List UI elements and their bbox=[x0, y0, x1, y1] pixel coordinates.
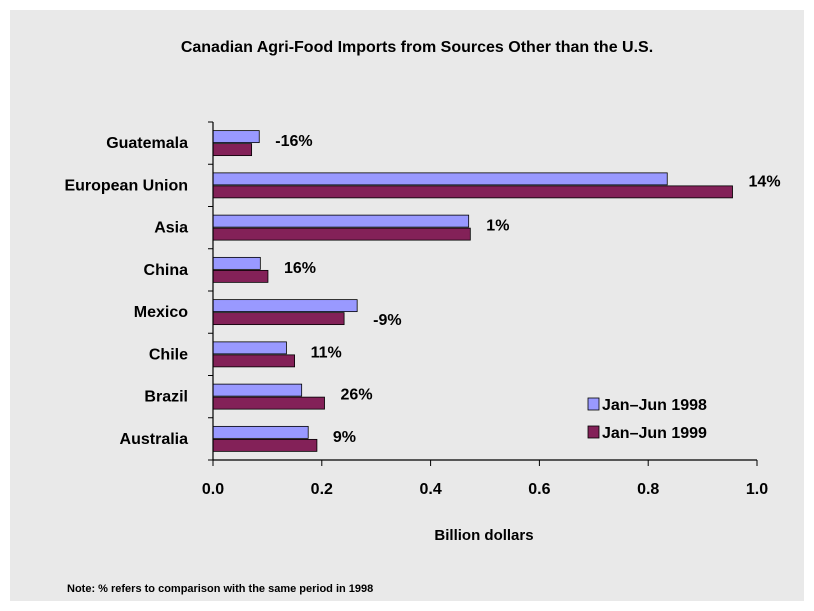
x-tick-label: 0.6 bbox=[528, 481, 550, 498]
category-label: Brazil bbox=[144, 389, 188, 406]
x-tick-label: 0.4 bbox=[419, 481, 441, 498]
legend-swatch-series1 bbox=[587, 397, 600, 411]
legend-label-series2: Jan–Jun 1999 bbox=[602, 425, 707, 442]
bar-chart: Canadian Agri-Food Imports from Sources … bbox=[64, 39, 780, 595]
x-tick-labels: 0.0 0.2 0.4 0.6 0.8 1.0 bbox=[202, 481, 768, 498]
bar-guatemala-series1 bbox=[212, 130, 260, 144]
legend-swatch-series2 bbox=[587, 425, 600, 439]
legend: Jan–Jun 1998 Jan–Jun 1999 bbox=[587, 397, 707, 442]
bar-european-union-series1 bbox=[212, 172, 668, 186]
bar-brazil-series2 bbox=[212, 396, 325, 410]
note-text: Note: % refers to comparison with the sa… bbox=[67, 583, 373, 595]
category-label: China bbox=[144, 262, 189, 279]
category-label: Guatemala bbox=[106, 135, 188, 152]
percent-annotation: 9% bbox=[333, 429, 356, 446]
category-label: Australia bbox=[120, 431, 189, 448]
bar-mexico-series1 bbox=[212, 299, 358, 313]
percent-annotation: 16% bbox=[284, 260, 316, 277]
bar-mexico-series2 bbox=[212, 312, 345, 326]
bar-china-series1 bbox=[212, 256, 261, 270]
percent-annotation: 11% bbox=[311, 344, 342, 361]
chart-frame: Canadian Agri-Food Imports from Sources … bbox=[10, 10, 804, 601]
annotations: -16% 14% 1% 16% -9% 11% 26% 9% bbox=[275, 133, 780, 446]
x-tick-label: 0.8 bbox=[637, 481, 659, 498]
bar-asia-series2 bbox=[212, 227, 471, 241]
chart-title: Canadian Agri-Food Imports from Sources … bbox=[181, 39, 653, 56]
category-labels: Guatemala European Union Asia China Mexico Ch… bbox=[64, 135, 188, 448]
bar-chile-series2 bbox=[212, 354, 295, 368]
bar-chile-series1 bbox=[212, 341, 287, 355]
bar-brazil-series1 bbox=[212, 383, 303, 397]
legend-label-series1: Jan–Jun 1998 bbox=[602, 397, 707, 414]
percent-annotation: 1% bbox=[486, 218, 509, 235]
bar-guatemala-series2 bbox=[212, 143, 253, 157]
bar-european-union-series2 bbox=[212, 185, 733, 199]
percent-annotation: 26% bbox=[341, 387, 373, 404]
x-tick-label: 1.0 bbox=[746, 481, 768, 498]
category-label: Mexico bbox=[134, 304, 188, 321]
bar-china-series2 bbox=[212, 269, 269, 283]
bar-asia-series1 bbox=[212, 214, 470, 228]
category-label: Asia bbox=[154, 220, 188, 237]
x-tick-label: 0.0 bbox=[202, 481, 224, 498]
category-label: Chile bbox=[149, 346, 188, 363]
percent-annotation: -16% bbox=[275, 133, 312, 150]
percent-annotation: 14% bbox=[749, 173, 781, 190]
x-tick-label: 0.2 bbox=[311, 481, 333, 498]
bar-australia-series1 bbox=[212, 425, 309, 439]
category-label: European Union bbox=[64, 177, 188, 194]
percent-annotation: -9% bbox=[373, 312, 401, 329]
bar-australia-series2 bbox=[212, 438, 318, 452]
x-axis-title: Billion dollars bbox=[434, 527, 533, 544]
axes-group bbox=[208, 121, 758, 466]
